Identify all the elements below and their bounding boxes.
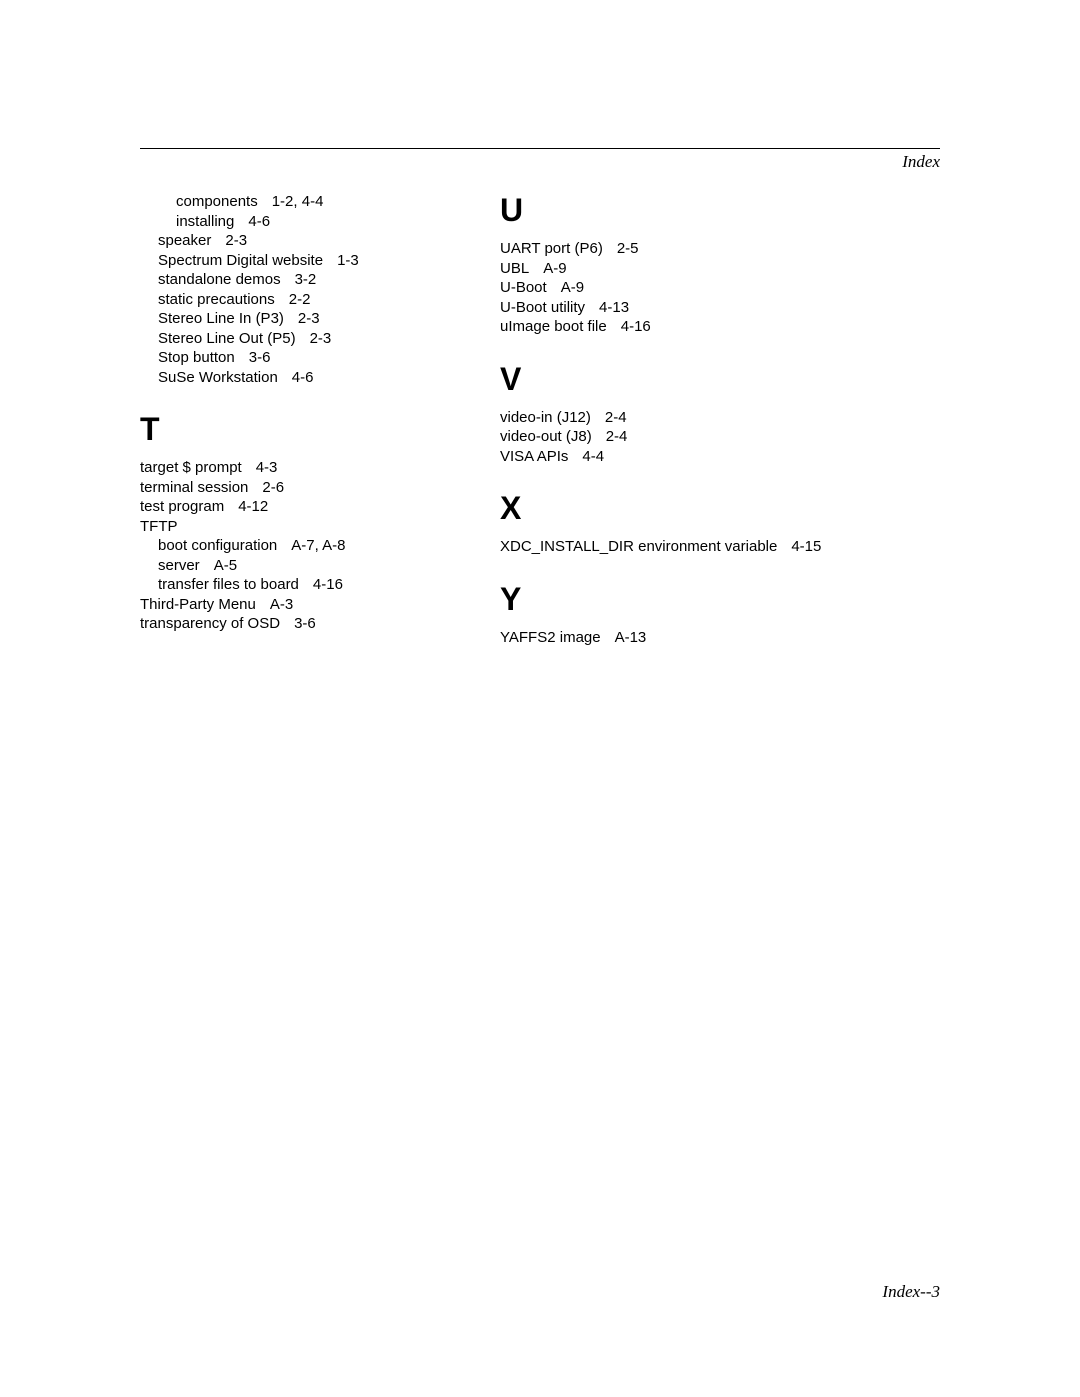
index-entry: U-Boot A-9 — [500, 278, 940, 298]
index-entry: Third-Party Menu A-3 — [140, 595, 470, 615]
index-entry-term: installing — [176, 213, 234, 230]
index-entry: video-out (J8) 2-4 — [500, 427, 940, 447]
index-entry-pages: 3-6 — [294, 615, 316, 632]
index-entry-pages: 3-2 — [295, 271, 317, 288]
index-entry: Stop button 3-6 — [140, 348, 470, 368]
index-entry: transparency of OSD 3-6 — [140, 614, 470, 634]
index-columns: components 1-2, 4-4 installing 4-6 speaker 2-… — [140, 192, 940, 647]
index-entry-pages: 4-6 — [248, 213, 270, 230]
index-entry: uImage boot file 4-16 — [500, 317, 940, 337]
index-entry-term: video-in (J12) — [500, 409, 591, 426]
index-entry-pages: 2-4 — [606, 428, 628, 445]
index-entry-pages: 1-3 — [337, 252, 359, 269]
index-entry-pages: A-9 — [543, 260, 566, 277]
index-entry-term: transparency of OSD — [140, 615, 280, 632]
page-header-title: Index — [140, 152, 940, 172]
index-entry: components 1-2, 4-4 — [140, 192, 470, 212]
index-section-letter: Y — [500, 581, 940, 618]
index-entry-pages: 4-15 — [791, 538, 821, 555]
index-entry: YAFFS2 image A-13 — [500, 628, 940, 648]
index-entry-pages: 2-3 — [298, 310, 320, 327]
index-entry-pages: 4-13 — [599, 299, 629, 316]
index-entry-pages: 4-4 — [582, 448, 604, 465]
index-entry-term: SuSe Workstation — [158, 369, 278, 386]
index-entry-pages: A-5 — [214, 557, 237, 574]
index-entry: UBL A-9 — [500, 259, 940, 279]
index-section-letter: V — [500, 361, 940, 398]
index-entry-pages: 2-3 — [310, 330, 332, 347]
index-section-letter: U — [500, 192, 940, 229]
index-entry-pages: 3-6 — [249, 349, 271, 366]
index-entry-term: YAFFS2 image — [500, 629, 601, 646]
index-entry-pages: A-9 — [561, 279, 584, 296]
index-entry: boot configuration A-7, A-8 — [140, 536, 470, 556]
index-entry: static precautions 2-2 — [140, 290, 470, 310]
index-entry: UART port (P6) 2-5 — [500, 239, 940, 259]
index-entry: terminal session 2-6 — [140, 478, 470, 498]
index-entry-pages: 4-3 — [256, 459, 278, 476]
index-entry-pages: 4-12 — [238, 498, 268, 515]
index-entry-pages: 2-6 — [262, 479, 284, 496]
index-entry-pages: 4-16 — [621, 318, 651, 335]
index-entry: Spectrum Digital website 1-3 — [140, 251, 470, 271]
index-entry: U-Boot utility 4-13 — [500, 298, 940, 318]
index-entry-term: Stop button — [158, 349, 235, 366]
index-entry-term: test program — [140, 498, 224, 515]
index-entry-term: UBL — [500, 260, 529, 277]
page-footer-label: Index--3 — [882, 1282, 940, 1302]
index-entry-term: target $ prompt — [140, 459, 242, 476]
index-entry-pages: 2-3 — [225, 232, 247, 249]
index-entry-pages: 4-6 — [292, 369, 314, 386]
index-entry-term: Spectrum Digital website — [158, 252, 323, 269]
header-rule — [140, 148, 940, 149]
index-entry-term: Stereo Line In (P3) — [158, 310, 284, 327]
index-entry-pages: A-7, A-8 — [291, 537, 345, 554]
index-entry-pages: 4-16 — [313, 576, 343, 593]
index-entry: Stereo Line Out (P5) 2-3 — [140, 329, 470, 349]
index-entry-term: U-Boot — [500, 279, 547, 296]
index-entry-term: transfer files to board — [158, 576, 299, 593]
index-entry-term: server — [158, 557, 200, 574]
index-entry-term: uImage boot file — [500, 318, 607, 335]
index-entry-term: speaker — [158, 232, 211, 249]
index-entry-term: U-Boot utility — [500, 299, 585, 316]
index-section-letter: T — [140, 411, 470, 448]
index-entry-term: TFTP — [140, 518, 178, 535]
index-entry-term: UART port (P6) — [500, 240, 603, 257]
index-entry: XDC_INSTALL_DIR environment variable 4-15 — [500, 537, 940, 557]
index-entry-term: XDC_INSTALL_DIR environment variable — [500, 538, 777, 555]
index-entry-term: Third-Party Menu — [140, 596, 256, 613]
index-entry-term: video-out (J8) — [500, 428, 592, 445]
index-entry: server A-5 — [140, 556, 470, 576]
index-right-column: UUART port (P6)2-5UBLA-9U-BootA-9U-Boot … — [500, 192, 940, 647]
index-entry: target $ prompt 4-3 — [140, 458, 470, 478]
index-entry: TFTP — [140, 517, 470, 537]
index-entry-term: static precautions — [158, 291, 275, 308]
index-left-column: components 1-2, 4-4 installing 4-6 speaker 2-… — [140, 192, 470, 647]
index-entry: speaker 2-3 — [140, 231, 470, 251]
index-entry-pages: 2-2 — [289, 291, 311, 308]
index-entry-pages: 2-5 — [617, 240, 639, 257]
index-entry: VISA APIs 4-4 — [500, 447, 940, 467]
index-entry-pages: A-13 — [615, 629, 647, 646]
index-page: Index components1-2, 4-4installing4-6spe… — [0, 0, 1080, 1397]
index-entry: installing 4-6 — [140, 212, 470, 232]
index-entry-term: VISA APIs — [500, 448, 568, 465]
index-entry-pages: 2-4 — [605, 409, 627, 426]
index-entry-term: terminal session — [140, 479, 248, 496]
index-entry-term: Stereo Line Out (P5) — [158, 330, 296, 347]
index-entry-term: components — [176, 193, 258, 210]
index-section-letter: X — [500, 490, 940, 527]
index-entry: transfer files to board 4-16 — [140, 575, 470, 595]
index-entry: Stereo Line In (P3) 2-3 — [140, 309, 470, 329]
index-entry: test program 4-12 — [140, 497, 470, 517]
index-entry: video-in (J12) 2-4 — [500, 408, 940, 428]
index-entry-pages: A-3 — [270, 596, 293, 613]
index-entry: standalone demos 3-2 — [140, 270, 470, 290]
index-entry-pages: 1-2, 4-4 — [272, 193, 324, 210]
index-entry: SuSe Workstation 4-6 — [140, 368, 470, 388]
index-entry-term: boot configuration — [158, 537, 277, 554]
index-entry-term: standalone demos — [158, 271, 281, 288]
